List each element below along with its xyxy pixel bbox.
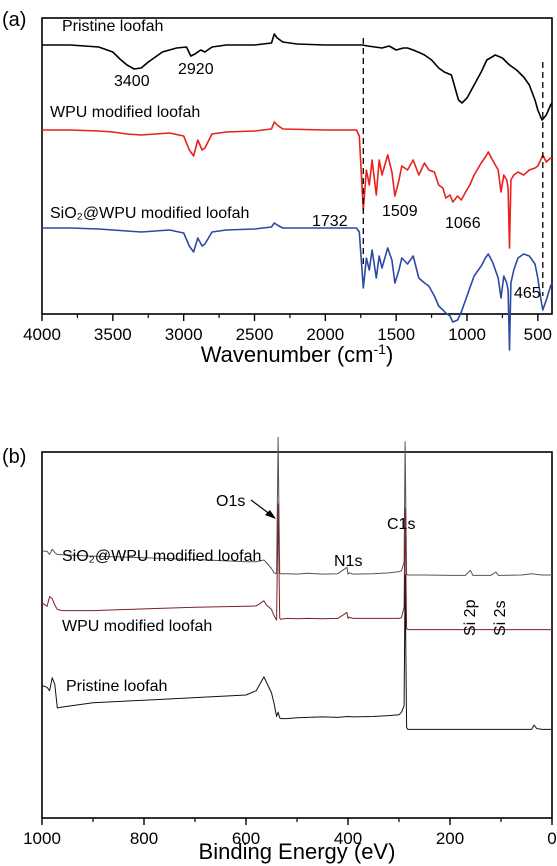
panel-a-series-group xyxy=(42,33,553,351)
panel-a-ftir: (a) 4000 3500 3000 2500 2000 1500 1000 500 Pris… xyxy=(2,9,553,367)
x-tick-label-1500: 1500 xyxy=(377,325,415,344)
x-tick-label-2000: 2000 xyxy=(306,325,344,344)
x-tick-label-500: 500 xyxy=(524,325,552,344)
x-tick-label-4000: 4000 xyxy=(23,325,61,344)
annotation-1509: 1509 xyxy=(382,203,418,220)
series-line-wpu-modified-loofah xyxy=(42,121,552,249)
panel-b-x-ticks: 1000 800 600 400 200 0 xyxy=(23,818,557,848)
x-tick-label-3500: 3500 xyxy=(94,325,132,344)
panel-b-series-group xyxy=(41,436,552,730)
x-tick-label-600: 600 xyxy=(232,829,260,848)
series-label-wpu-modified-loofah-b: WPU modified loofah xyxy=(62,618,212,635)
annotation-3400: 3400 xyxy=(114,73,150,90)
annotation-si2s: Si 2s xyxy=(492,600,509,636)
annotation-1732: 1732 xyxy=(312,213,348,230)
panel-b-x-axis-label: Binding Energy (eV) xyxy=(199,839,396,864)
series-line-pristine-loofah xyxy=(42,33,553,121)
x-tick-label-1000: 1000 xyxy=(23,829,61,848)
panel-b-xps: (b) 1000 800 600 400 200 0 SiO₂@WPU modified … xyxy=(2,436,557,864)
annotation-o1s: O1s xyxy=(216,493,245,510)
series-line-pristine-loofah-b xyxy=(41,574,552,730)
series-label-pristine-loofah-b: Pristine loofah xyxy=(66,678,167,695)
annotation-1066: 1066 xyxy=(445,215,481,232)
series-label-sio2-wpu-modified-loofah-b: SiO₂@WPU modified loofah xyxy=(62,548,261,565)
x-tick-label-200: 200 xyxy=(436,829,464,848)
x-tick-label-0: 0 xyxy=(547,829,556,848)
series-label-pristine-loofah: Pristine loofah xyxy=(62,18,163,35)
panel-a-x-axis-label: Wavenumber (cm-1) xyxy=(201,341,394,367)
x-tick-label-800: 800 xyxy=(130,829,158,848)
series-label-sio2-wpu-modified-loofah: SiO₂@WPU modified loofah xyxy=(50,205,249,222)
series-line-sio-wpu-modified-loofah-b xyxy=(41,436,552,576)
annotation-si2p: Si 2p xyxy=(462,599,479,636)
annotation-465: 465 xyxy=(514,285,541,302)
annotation-c1s: C1s xyxy=(387,516,415,533)
series-line-sio-wpu-modified-loofah xyxy=(42,222,553,351)
panel-a-x-ticks: 4000 3500 3000 2500 2000 1500 1000 500 xyxy=(23,314,552,344)
panel-a-label: (a) xyxy=(2,9,26,31)
x-tick-label-2500: 2500 xyxy=(236,325,274,344)
x-tick-label-3000: 3000 xyxy=(165,325,203,344)
o1s-arrow-head xyxy=(265,510,276,519)
panel-a-plot-frame xyxy=(41,17,553,315)
series-label-wpu-modified-loofah: WPU modified loofah xyxy=(50,104,200,121)
x-tick-label-400: 400 xyxy=(334,829,362,848)
annotation-2920: 2920 xyxy=(178,61,214,78)
series-line-wpu-modified-loofah-b xyxy=(41,503,552,631)
annotation-n1s: N1s xyxy=(334,553,362,570)
panel-b-label: (b) xyxy=(2,446,26,468)
x-tick-label-1000: 1000 xyxy=(448,325,486,344)
